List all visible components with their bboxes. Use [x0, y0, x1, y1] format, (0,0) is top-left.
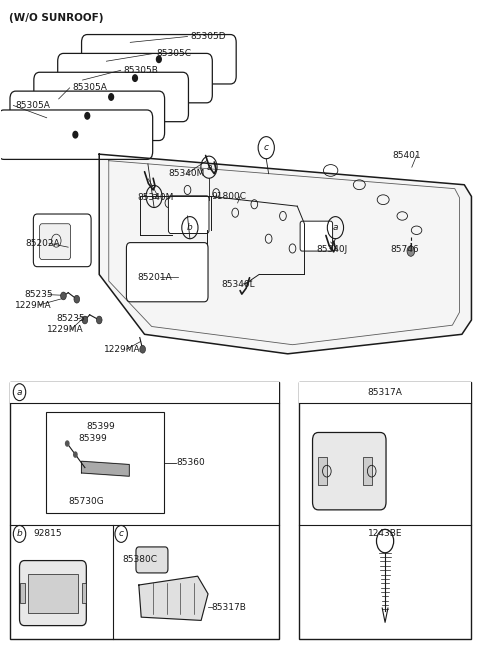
- Bar: [318, 457, 327, 485]
- Circle shape: [74, 295, 80, 303]
- Circle shape: [85, 112, 90, 119]
- Text: 85201A: 85201A: [137, 272, 172, 281]
- Polygon shape: [82, 461, 129, 476]
- Circle shape: [156, 56, 161, 63]
- FancyBboxPatch shape: [34, 214, 91, 266]
- Bar: [10, 382, 279, 403]
- Text: 85305B: 85305B: [123, 66, 158, 75]
- Text: a: a: [17, 388, 22, 396]
- Bar: [10, 382, 279, 639]
- Bar: [46, 412, 164, 513]
- Text: 85317B: 85317B: [212, 603, 247, 612]
- Text: 85730G: 85730G: [69, 497, 105, 506]
- Bar: [82, 582, 86, 603]
- Circle shape: [73, 451, 78, 458]
- Text: 85305D: 85305D: [190, 32, 226, 41]
- Text: 85317A: 85317A: [368, 388, 403, 396]
- Circle shape: [132, 75, 137, 82]
- Circle shape: [65, 440, 70, 447]
- Bar: [299, 382, 471, 639]
- FancyBboxPatch shape: [126, 243, 208, 302]
- Text: 85380C: 85380C: [122, 556, 157, 564]
- Polygon shape: [99, 154, 471, 354]
- Text: 1229MA: 1229MA: [15, 300, 51, 310]
- Circle shape: [96, 316, 102, 324]
- Text: 85235: 85235: [24, 290, 53, 299]
- FancyBboxPatch shape: [34, 72, 189, 121]
- Bar: [363, 457, 372, 485]
- Text: 1229MA: 1229MA: [104, 345, 141, 354]
- Text: 85399: 85399: [86, 422, 115, 431]
- FancyBboxPatch shape: [82, 35, 236, 84]
- Text: c: c: [264, 143, 269, 152]
- Text: 1229MA: 1229MA: [47, 325, 84, 334]
- Text: 85340M: 85340M: [168, 169, 205, 178]
- Text: 85399: 85399: [78, 434, 107, 443]
- Circle shape: [140, 345, 145, 353]
- Text: 92815: 92815: [33, 530, 61, 539]
- Text: 85360: 85360: [176, 458, 205, 468]
- FancyBboxPatch shape: [10, 91, 165, 140]
- Polygon shape: [139, 576, 208, 620]
- Text: 85202A: 85202A: [25, 239, 60, 247]
- Text: 85401: 85401: [393, 151, 421, 160]
- FancyBboxPatch shape: [312, 432, 386, 510]
- FancyBboxPatch shape: [20, 560, 86, 626]
- Text: a: a: [206, 163, 212, 172]
- FancyBboxPatch shape: [39, 224, 71, 259]
- Text: 85305A: 85305A: [72, 84, 107, 92]
- Bar: [21, 582, 25, 603]
- Text: 85305A: 85305A: [16, 101, 50, 110]
- FancyBboxPatch shape: [136, 547, 168, 573]
- FancyBboxPatch shape: [0, 110, 153, 159]
- Text: b: b: [17, 530, 23, 539]
- Circle shape: [82, 316, 88, 324]
- FancyBboxPatch shape: [168, 196, 209, 234]
- Text: 91800C: 91800C: [211, 192, 246, 201]
- Text: 85340J: 85340J: [316, 246, 348, 254]
- Bar: [299, 382, 471, 403]
- Text: 85340L: 85340L: [221, 279, 254, 289]
- FancyBboxPatch shape: [58, 54, 212, 103]
- FancyBboxPatch shape: [300, 221, 333, 251]
- Circle shape: [109, 94, 114, 100]
- Circle shape: [60, 292, 66, 300]
- Text: 85235: 85235: [56, 314, 85, 323]
- Text: (W/O SUNROOF): (W/O SUNROOF): [9, 12, 103, 23]
- Text: a: a: [333, 223, 338, 232]
- Text: a: a: [151, 192, 157, 201]
- Circle shape: [73, 131, 78, 138]
- Text: 85305C: 85305C: [156, 49, 192, 58]
- Text: 1243BE: 1243BE: [368, 530, 402, 539]
- Text: 85746: 85746: [390, 246, 419, 254]
- Text: c: c: [119, 530, 124, 539]
- Text: 85340M: 85340M: [137, 193, 174, 202]
- Text: b: b: [187, 223, 193, 232]
- Bar: [28, 573, 78, 613]
- Circle shape: [407, 246, 415, 256]
